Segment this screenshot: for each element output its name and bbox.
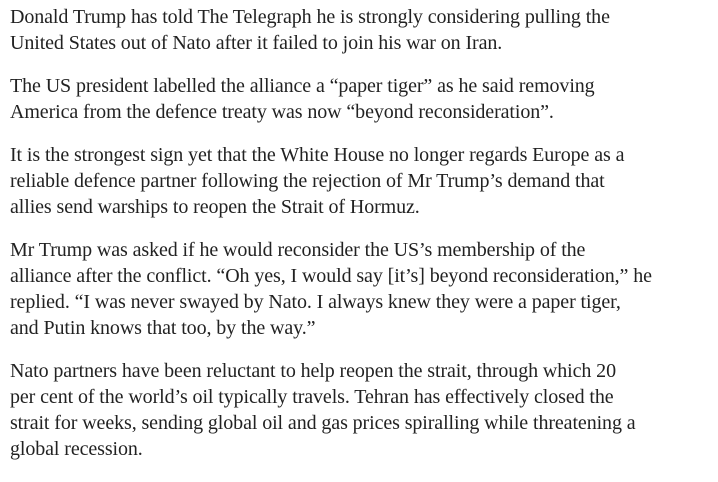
text-line: Mr Trump was asked if he would reconside… [10, 239, 586, 261]
text-line: reliable defence partner following the r… [10, 170, 605, 192]
text-line: allies send warships to reopen the Strai… [10, 196, 420, 218]
text-line: alliance after the conflict. “Oh yes, I … [10, 265, 652, 287]
paragraph: Mr Trump was asked if he would reconside… [10, 237, 718, 341]
text-line: America from the defence treaty was now … [10, 101, 554, 123]
paragraph: Nato partners have been reluctant to hel… [10, 358, 718, 462]
text-line: per cent of the world’s oil typically tr… [10, 386, 614, 408]
text-line: global recession. [10, 438, 143, 460]
text-line: Nato partners have been reluctant to hel… [10, 360, 616, 382]
paragraph: It is the strongest sign yet that the Wh… [10, 142, 718, 220]
text-line: replied. “I was never swayed by Nato. I … [10, 291, 621, 313]
text-line: and Putin knows that too, by the way.” [10, 317, 316, 339]
text-line: Donald Trump has told The Telegraph he i… [10, 6, 610, 28]
paragraph: The US president labelled the alliance a… [10, 73, 718, 125]
text-line: The US president labelled the alliance a… [10, 75, 595, 97]
paragraph: Donald Trump has told The Telegraph he i… [10, 4, 718, 56]
text-line: United States out of Nato after it faile… [10, 32, 503, 54]
article-body: Donald Trump has told The Telegraph he i… [10, 4, 718, 462]
text-line: strait for weeks, sending global oil and… [10, 412, 636, 434]
text-line: It is the strongest sign yet that the Wh… [10, 144, 625, 166]
